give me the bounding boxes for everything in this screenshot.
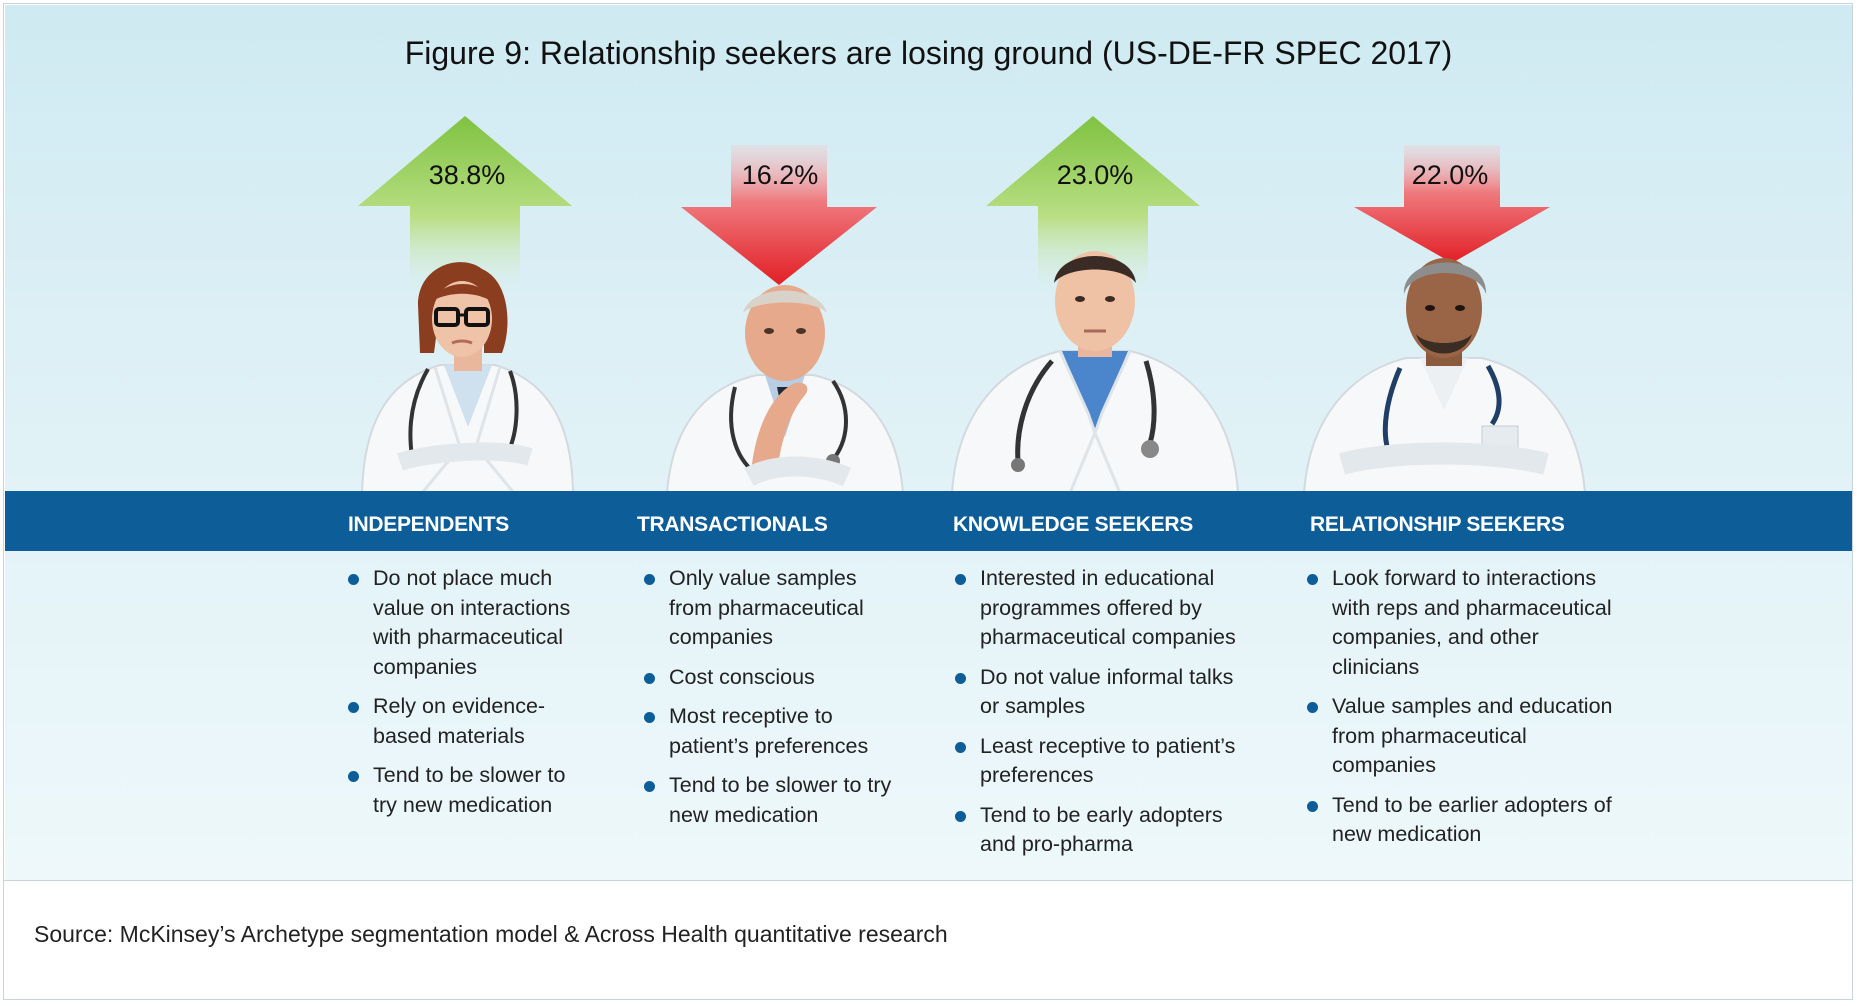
segment-2-header: TRANSACTIONALS [637, 513, 828, 536]
segment-2-percent: 16.2% [741, 160, 819, 190]
list-item: Rely on evidence-based materials [348, 692, 588, 751]
down-arrow-icon [1354, 145, 1550, 263]
segment-4-percent: 22.0% [1411, 160, 1489, 190]
doctor-photo-bearded-man [1302, 258, 1587, 493]
segments-header-band [5, 491, 1852, 551]
list-item: Look forward to interactions with reps a… [1307, 564, 1617, 682]
up-arrow-icon [986, 116, 1200, 300]
segment-4-bullets: Look forward to interactions with reps a… [1307, 564, 1617, 860]
doctor-photo-female [360, 262, 575, 493]
list-item: Do not value informal talks or samples [955, 663, 1255, 722]
doctor-photo-older-man [665, 285, 905, 493]
list-item: Tend to be earlier adopters of new medic… [1307, 791, 1617, 850]
figure-title: Figure 9: Relationship seekers are losin… [404, 35, 1453, 71]
list-item: Interested in educational programmes off… [955, 564, 1255, 653]
list-item: Least receptive to patient’s preferences [955, 732, 1255, 791]
segment-3-header: KNOWLEDGE SEEKERS [953, 513, 1193, 536]
up-arrow-icon [358, 116, 572, 300]
segment-1-percent: 38.8% [428, 160, 506, 190]
list-item: Tend to be early adopters and pro-pharma [955, 801, 1255, 860]
list-item: Cost conscious [644, 663, 894, 693]
doctor-photo-young-man [950, 251, 1240, 493]
source-divider [4, 880, 1852, 881]
segment-1-bullets: Do not place much value on interactions … [348, 564, 588, 830]
segment-3-percent: 23.0% [1056, 160, 1134, 190]
segment-1-header: INDEPENDENTS [348, 513, 509, 536]
list-item: Only value samples from pharmaceutical c… [644, 564, 894, 653]
source-note: Source: McKinsey’s Archetype segmentatio… [34, 921, 948, 947]
down-arrow-icon [681, 145, 877, 285]
figure-panel: Figure 9: Relationship seekers are losin… [5, 5, 1852, 881]
list-item: Most receptive to patient’s preferences [644, 702, 894, 761]
segment-3-bullets: Interested in educational programmes off… [955, 564, 1255, 870]
segment-4-header: RELATIONSHIP SEEKERS [1310, 513, 1565, 536]
list-item: Do not place much value on interactions … [348, 564, 588, 682]
list-item: Tend to be slower to try new medication [644, 771, 894, 830]
list-item: Value samples and education from pharmac… [1307, 692, 1617, 781]
figure-frame: Figure 9: Relationship seekers are losin… [3, 3, 1853, 1000]
segment-2-bullets: Only value samples from pharmaceutical c… [644, 564, 894, 840]
list-item: Tend to be slower to try new medication [348, 761, 588, 820]
